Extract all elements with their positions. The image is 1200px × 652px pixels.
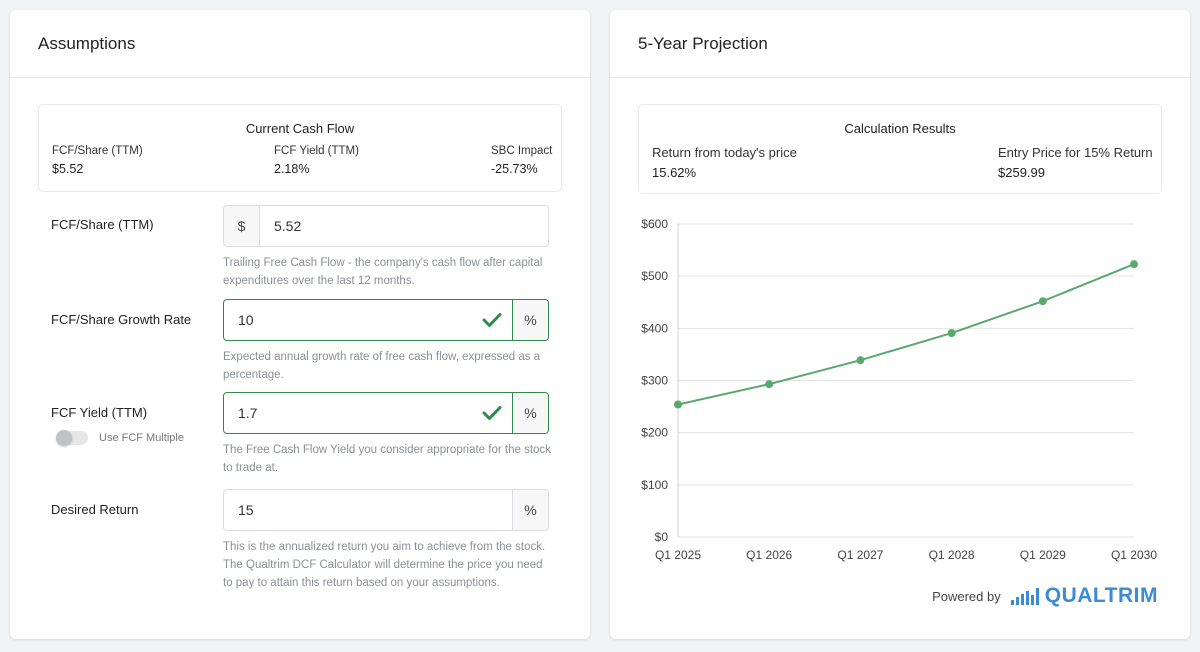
x-tick-label: Q1 2029	[1020, 548, 1066, 562]
assumptions-card: Assumptions Current Cash Flow FCF/Share …	[10, 10, 590, 639]
percent-suffix: %	[512, 490, 548, 530]
growth-rate-value[interactable]: 10	[238, 312, 254, 328]
return-from-price-label: Return from today's price	[652, 145, 797, 160]
y-tick-label: $0	[655, 530, 669, 544]
projection-title: 5-Year Projection	[610, 10, 1190, 78]
results-title: Calculation Results	[844, 121, 956, 136]
summary-fcf-share-label: FCF/Share (TTM)	[52, 145, 143, 157]
entry-price-value: $259.99	[998, 165, 1045, 180]
y-tick-label: $300	[641, 374, 668, 388]
percent-suffix: %	[512, 393, 548, 433]
y-tick-label: $500	[641, 269, 668, 283]
growth-rate-label: FCF/Share Growth Rate	[51, 312, 192, 327]
bar-chart-icon	[1010, 588, 1039, 605]
fcf-yield-input[interactable]: 1.7 %	[223, 392, 549, 434]
desired-return-help: This is the annualized return you aim to…	[223, 541, 546, 589]
projection-chart: $0 $100 $200 $300 $400 $500 $600 Q1 2025 Q1 2026…	[641, 217, 1157, 562]
fcf-yield-label: FCF Yield (TTM)	[51, 405, 148, 420]
powered-by: Powered by QUALTRIM	[932, 584, 1158, 608]
x-tick-label: Q1 2025	[655, 548, 701, 562]
dollar-prefix: $	[224, 206, 260, 246]
summary-fcf-yield-label: FCF Yield (TTM)	[274, 145, 359, 157]
x-tick-label: Q1 2027	[837, 548, 883, 562]
qualtrim-logo: QUALTRIM	[1010, 584, 1158, 608]
assumptions-title: Assumptions	[10, 10, 590, 78]
fcf-share-label: FCF/Share (TTM)	[51, 217, 154, 232]
current-cash-flow-summary: Current Cash Flow FCF/Share (TTM) $5.52 …	[38, 104, 562, 192]
check-icon	[472, 393, 512, 433]
desired-return-input[interactable]: 15 %	[223, 489, 549, 531]
summary-sbc-impact-label: SBC Impact	[491, 145, 553, 157]
data-point	[765, 380, 774, 389]
x-tick-label: Q1 2030	[1111, 548, 1157, 562]
y-tick-label: $400	[641, 321, 668, 335]
desired-return-value[interactable]: 15	[238, 502, 254, 518]
x-tick-label: Q1 2028	[929, 548, 975, 562]
growth-rate-help: Expected annual growth rate of free cash…	[223, 351, 541, 381]
logo-text: QUALTRIM	[1044, 584, 1158, 607]
summary-fcf-yield-value: 2.18%	[274, 162, 310, 176]
summary-fcf-share-value: $5.52	[52, 162, 84, 176]
percent-suffix: %	[512, 300, 548, 340]
desired-return-label: Desired Return	[51, 502, 139, 517]
powered-by-text: Powered by	[932, 588, 1001, 604]
data-point	[1038, 297, 1047, 306]
data-point	[1130, 260, 1138, 269]
toggle-knob	[56, 430, 72, 446]
fcf-multiple-toggle[interactable]	[56, 430, 88, 446]
fcf-share-help: Trailing Free Cash Flow - the company's …	[223, 257, 543, 287]
x-tick-label: Q1 2026	[746, 548, 792, 562]
data-point	[856, 356, 865, 365]
growth-rate-input[interactable]: 10 %	[223, 299, 549, 341]
fcf-yield-help: The Free Cash Flow Yield you consider ap…	[223, 444, 551, 474]
fcf-yield-value[interactable]: 1.7	[238, 405, 258, 421]
y-tick-label: $600	[641, 217, 668, 231]
summary-sbc-impact-value: -25.73%	[491, 162, 538, 176]
y-tick-label: $200	[641, 426, 668, 440]
y-tick-label: $100	[641, 478, 668, 492]
series-line	[677, 263, 1135, 406]
fcf-share-value[interactable]: 5.52	[274, 218, 302, 234]
entry-price-label: Entry Price for 15% Return	[998, 145, 1153, 160]
data-point	[674, 400, 682, 409]
calculation-results-summary: Calculation Results	[638, 104, 1162, 194]
fcf-share-input[interactable]: $ 5.52	[223, 205, 549, 247]
return-from-price-value: 15.62%	[652, 165, 697, 180]
check-icon	[472, 300, 512, 340]
fcf-multiple-toggle-label: Use FCF Multiple	[99, 432, 184, 444]
projection-card: 5-Year Projection Calculation Results Re…	[610, 10, 1190, 639]
summary-title: Current Cash Flow	[245, 121, 355, 136]
data-point	[947, 329, 956, 338]
